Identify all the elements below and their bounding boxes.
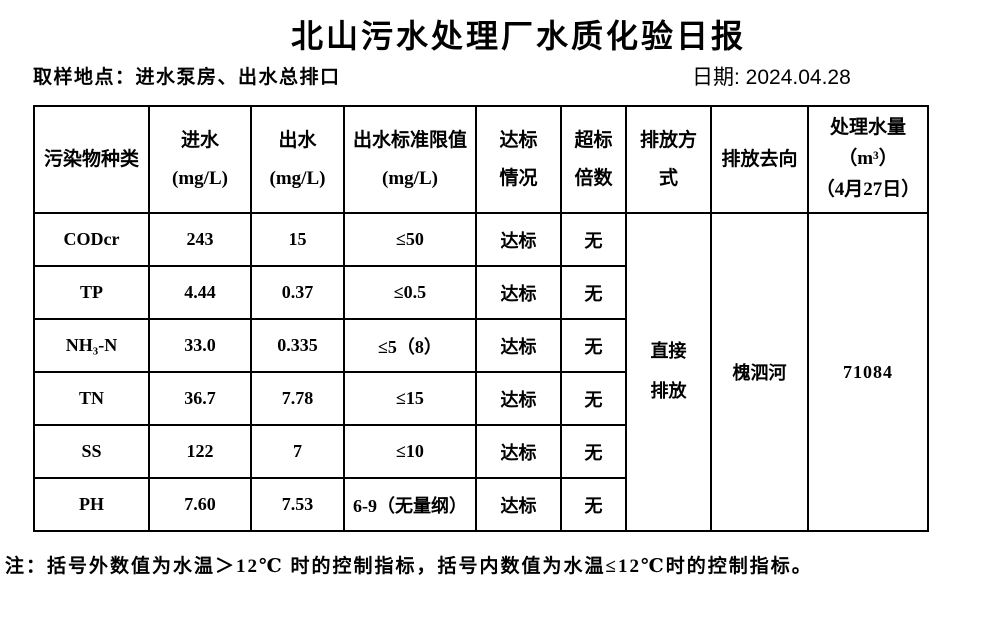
col-header-influent: 进水 (mg/L)	[148, 105, 252, 214]
report-title: 北山污水处理厂水质化验日报	[290, 18, 746, 54]
treated-volume-cell: 71084	[807, 212, 929, 532]
cell-effluent: 15	[250, 212, 345, 267]
cell-influent: 4.44	[148, 265, 252, 320]
table-row-ss: SS 122 7 ≤10 达标 无	[33, 424, 928, 479]
cell-compliance: 达标	[475, 424, 562, 479]
cell-influent: 7.60	[148, 477, 252, 532]
cell-exceed: 无	[560, 371, 627, 426]
col-header-treated-volume: 处理水量 （m³） （4月27日）	[807, 105, 929, 214]
cell-standard: ≤10	[343, 424, 477, 479]
cell-exceed: 无	[560, 265, 627, 320]
cell-compliance: 达标	[475, 477, 562, 532]
col-header-standard-limit: 出水标准限值 (mg/L)	[343, 105, 477, 214]
cell-pollutant: NH₃-N	[33, 318, 150, 373]
cell-effluent: 7	[250, 424, 345, 479]
cell-pollutant: TN	[33, 371, 150, 426]
cell-exceed: 无	[560, 212, 627, 267]
sampling-location-label: 取样地点：进水泵房、出水总排口	[33, 67, 341, 88]
cell-standard: ≤0.5	[343, 265, 477, 320]
cell-pollutant: TP	[33, 265, 150, 320]
cell-influent: 243	[148, 212, 252, 267]
cell-standard: ≤15	[343, 371, 477, 426]
table-row-ph: PH 7.60 7.53 6-9（无量纲） 达标 无	[33, 477, 928, 532]
table-row-tn: TN 36.7 7.78 ≤15 达标 无	[33, 371, 928, 426]
cell-effluent: 7.78	[250, 371, 345, 426]
cell-pollutant: SS	[33, 424, 150, 479]
cell-pollutant: PH	[33, 477, 150, 532]
col-header-discharge-mode: 排放方 式	[625, 105, 712, 214]
col-header-discharge-destination: 排放去向	[710, 105, 809, 214]
cell-standard: ≤5（8）	[343, 318, 477, 373]
table-row-tp: TP 4.44 0.37 ≤0.5 达标 无	[33, 265, 928, 320]
cell-exceed: 无	[560, 477, 627, 532]
col-header-pollutant: 污染物种类	[33, 105, 150, 214]
water-quality-table: 污染物种类 进水 (mg/L) 出水 (mg/L) 出水标准限值 (mg/L) …	[33, 105, 929, 532]
cell-compliance: 达标	[475, 265, 562, 320]
table-header-row: 污染物种类 进水 (mg/L) 出水 (mg/L) 出水标准限值 (mg/L) …	[33, 105, 929, 214]
table-row-nh3n: NH₃-N 33.0 0.335 ≤5（8） 达标 无	[33, 318, 928, 373]
cell-compliance: 达标	[475, 371, 562, 426]
cell-effluent: 0.37	[250, 265, 345, 320]
discharge-mode-cell: 直接 排放	[625, 212, 712, 532]
col-header-exceed-ratio: 超标 倍数	[560, 105, 627, 214]
discharge-destination-cell: 槐泗河	[710, 212, 809, 532]
cell-exceed: 无	[560, 424, 627, 479]
cell-standard: ≤50	[343, 212, 477, 267]
cell-pollutant: CODcr	[33, 212, 150, 267]
cell-influent: 122	[148, 424, 252, 479]
table-row-codcr: CODcr 243 15 ≤50 达标 无 直接 排放 槐泗河 71084	[33, 212, 929, 532]
cell-compliance: 达标	[475, 318, 562, 373]
cell-influent: 36.7	[148, 371, 252, 426]
cell-standard: 6-9（无量纲）	[343, 477, 477, 532]
report-date-label: 日期: 2024.04.28	[692, 66, 851, 89]
cell-effluent: 7.53	[250, 477, 345, 532]
footnote: 注：括号外数值为水温＞12℃ 时的控制指标，括号内数值为水温≤12℃时的控制指标…	[5, 556, 813, 577]
cell-compliance: 达标	[475, 212, 562, 267]
col-header-effluent: 出水 (mg/L)	[250, 105, 345, 214]
cell-influent: 33.0	[148, 318, 252, 373]
cell-exceed: 无	[560, 318, 627, 373]
col-header-compliance: 达标 情况	[475, 105, 562, 214]
cell-effluent: 0.335	[250, 318, 345, 373]
